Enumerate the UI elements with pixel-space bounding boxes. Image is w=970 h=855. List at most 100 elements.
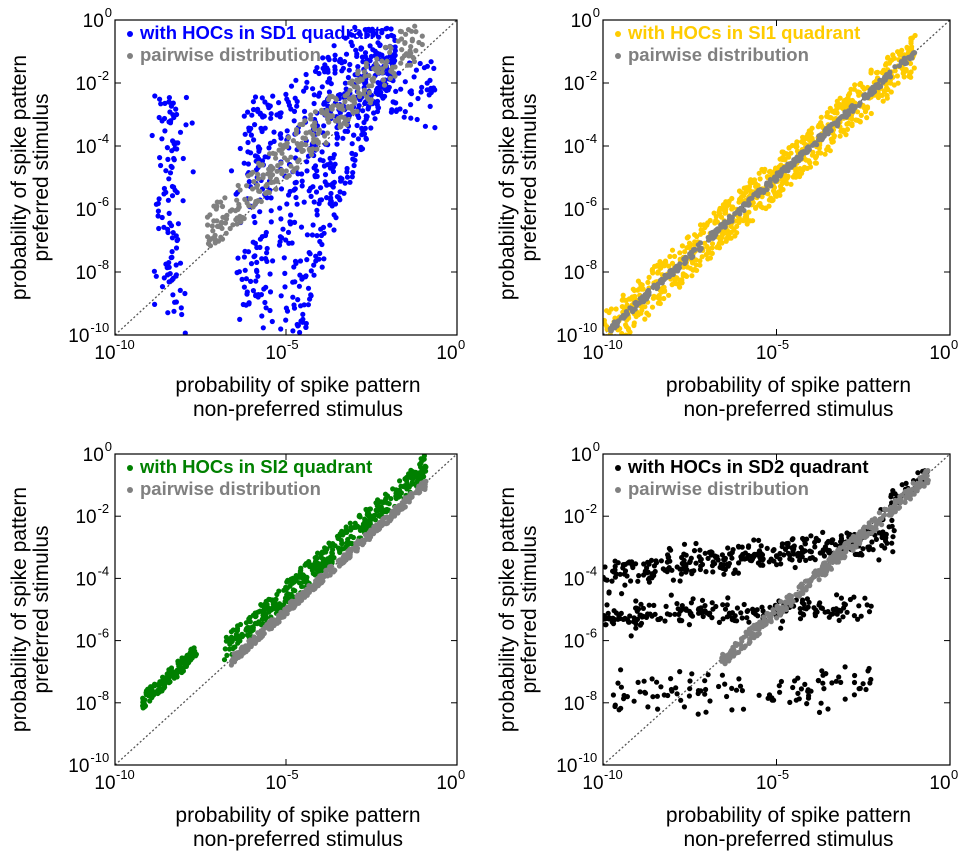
data-point (709, 563, 716, 569)
data-point (292, 166, 298, 172)
data-point (156, 114, 162, 121)
y-tick-label: 10 (75, 694, 96, 715)
data-point (798, 686, 805, 692)
data-point (311, 100, 317, 107)
data-point (389, 67, 395, 73)
data-point (841, 100, 847, 107)
data-point (248, 278, 254, 284)
data-point (829, 539, 835, 546)
data-point (742, 556, 748, 562)
data-point (378, 505, 384, 511)
x-tick-exponent: 0 (458, 767, 465, 782)
data-point (330, 547, 336, 553)
data-point (248, 125, 254, 132)
data-point (630, 308, 636, 314)
y-tick-label: 10 (563, 632, 584, 653)
data-point (177, 660, 183, 666)
data-point (264, 258, 270, 264)
data-point (171, 155, 177, 162)
data-point (318, 185, 324, 191)
data-point (370, 78, 376, 84)
data-point (731, 570, 737, 577)
data-point (857, 685, 863, 692)
data-point (156, 225, 162, 232)
data-point (620, 292, 626, 298)
data-point (236, 633, 242, 639)
data-point (719, 552, 726, 558)
data-point (166, 95, 172, 101)
data-point (729, 685, 735, 692)
data-point (272, 602, 278, 608)
data-point (677, 578, 683, 584)
data-point (342, 99, 348, 105)
data-point (820, 135, 826, 141)
data-point (239, 276, 245, 282)
data-point (309, 232, 315, 238)
legend-label: pairwise distribution (140, 478, 321, 499)
data-point (163, 168, 169, 174)
data-point (365, 106, 371, 112)
data-point (270, 258, 276, 264)
data-point (704, 243, 710, 250)
plot-area (115, 454, 457, 765)
data-point (838, 128, 844, 134)
y-tick-label: 10 (563, 569, 584, 590)
data-point (760, 608, 766, 614)
data-point (286, 240, 292, 246)
data-point (234, 197, 240, 203)
data-point (273, 186, 279, 192)
data-point (627, 613, 633, 619)
data-point (754, 607, 760, 613)
data-point (655, 706, 661, 712)
data-point (360, 523, 366, 529)
data-point (245, 161, 251, 167)
data-point (362, 527, 368, 533)
data-point (710, 235, 716, 241)
data-point (155, 213, 161, 219)
data-point (674, 691, 680, 697)
data-point (609, 578, 615, 584)
data-point (372, 116, 378, 122)
data-point (388, 45, 394, 51)
data-point (715, 228, 721, 234)
data-point (822, 151, 828, 157)
data-point (771, 558, 777, 564)
data-point (179, 311, 185, 318)
data-point (431, 65, 437, 71)
data-point (623, 324, 630, 330)
data-point (298, 565, 304, 571)
data-point (914, 484, 920, 491)
data-point (799, 170, 805, 176)
data-point (766, 197, 773, 203)
data-point (635, 679, 641, 686)
data-point (241, 254, 247, 260)
data-point (807, 555, 813, 562)
data-point (168, 163, 174, 169)
data-point (366, 90, 373, 96)
data-point (856, 603, 862, 609)
data-point (700, 613, 706, 620)
data-point (258, 602, 264, 608)
data-point (668, 686, 675, 693)
data-point (315, 140, 321, 146)
data-point (355, 90, 362, 96)
data-point (391, 33, 397, 39)
data-point (254, 154, 260, 160)
data-point (255, 171, 261, 177)
data-point (219, 219, 225, 225)
data-point (908, 35, 914, 41)
data-point (884, 540, 890, 546)
data-point (240, 633, 246, 639)
data-point (778, 186, 784, 192)
data-point (822, 129, 828, 136)
data-point (797, 166, 803, 172)
data-point (252, 253, 258, 259)
data-point (744, 615, 750, 621)
data-point (304, 168, 310, 174)
data-point (855, 534, 862, 540)
data-point (229, 658, 235, 664)
data-point (169, 148, 175, 154)
data-point (650, 270, 656, 276)
